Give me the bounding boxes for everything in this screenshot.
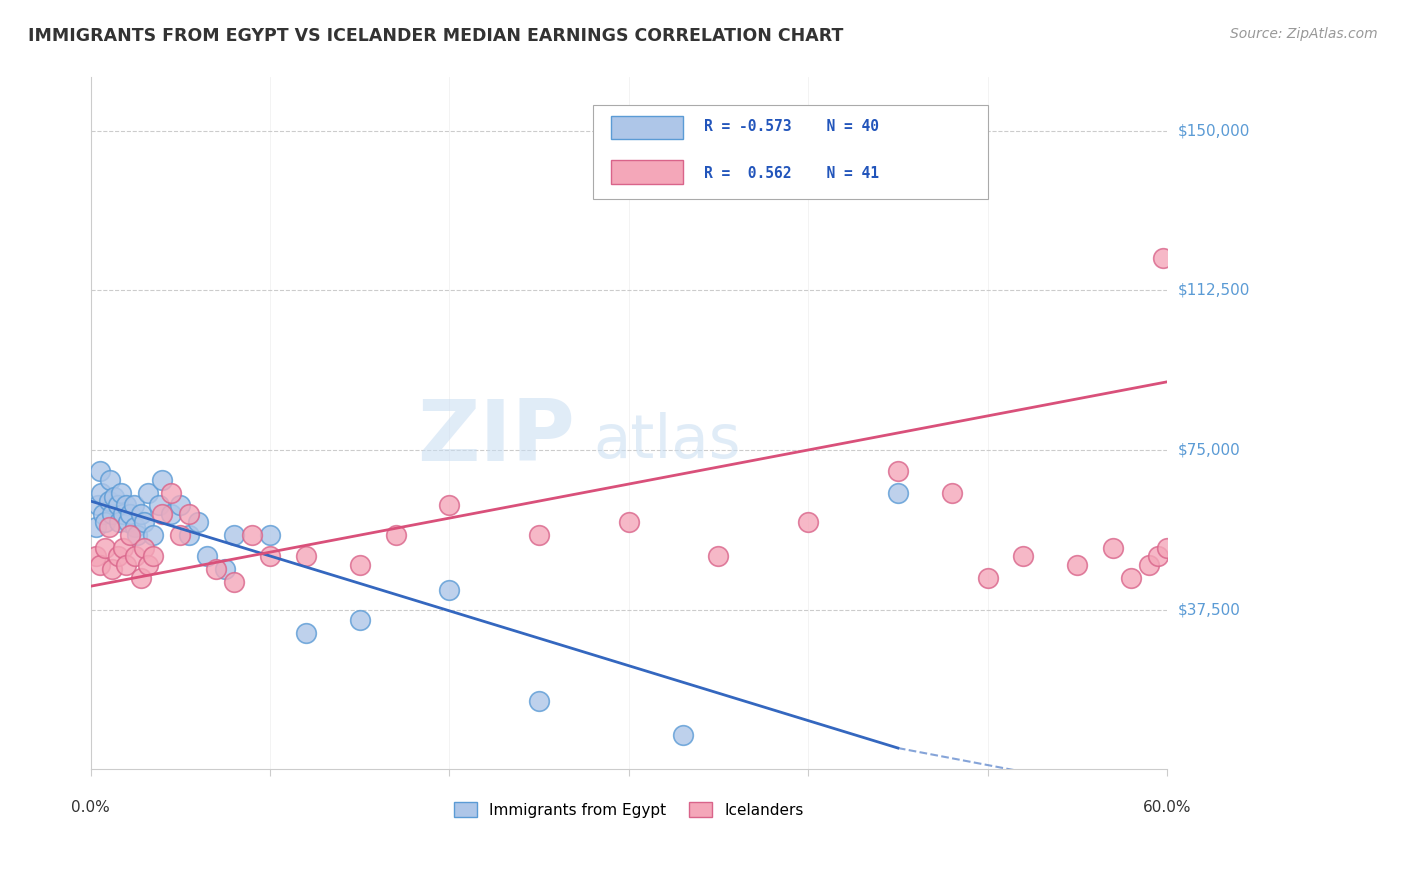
Point — [1156, 541, 1178, 555]
Point — [259, 549, 281, 564]
Point — [179, 528, 201, 542]
Point — [384, 528, 406, 542]
Point — [1147, 549, 1170, 564]
Point — [941, 485, 963, 500]
Point — [84, 519, 107, 533]
Point — [97, 494, 120, 508]
Point — [160, 507, 183, 521]
Point — [187, 516, 209, 530]
Point — [120, 528, 142, 542]
Text: $112,500: $112,500 — [1178, 283, 1250, 298]
Point — [115, 499, 138, 513]
Point — [84, 549, 107, 564]
Text: 0.0%: 0.0% — [72, 800, 110, 815]
Point — [1066, 558, 1088, 572]
Point — [150, 473, 173, 487]
Point — [90, 485, 112, 500]
Point — [111, 507, 134, 521]
Point — [797, 516, 820, 530]
Point — [98, 473, 121, 487]
Point — [214, 562, 236, 576]
Point — [527, 528, 550, 542]
Point — [91, 507, 114, 521]
Point — [97, 519, 120, 533]
Point — [117, 516, 139, 530]
Point — [136, 485, 159, 500]
Point — [115, 558, 138, 572]
Point — [295, 626, 318, 640]
Text: $75,000: $75,000 — [1178, 442, 1240, 458]
Point — [150, 507, 173, 521]
Point — [439, 583, 461, 598]
Point — [111, 541, 134, 555]
Point — [101, 562, 124, 576]
Text: $37,500: $37,500 — [1178, 602, 1241, 617]
Point — [160, 485, 183, 500]
Legend: Immigrants from Egypt, Icelanders: Immigrants from Egypt, Icelanders — [447, 796, 810, 824]
Point — [124, 519, 146, 533]
Point — [240, 528, 263, 542]
Point — [179, 507, 201, 521]
Text: atlas: atlas — [593, 412, 741, 471]
Point — [439, 499, 461, 513]
Point — [1152, 252, 1174, 266]
Text: 60.0%: 60.0% — [1143, 800, 1191, 815]
Point — [887, 485, 910, 500]
Point — [169, 528, 191, 542]
Text: R = -0.573    N = 40: R = -0.573 N = 40 — [704, 119, 879, 134]
Point — [205, 562, 228, 576]
Text: $150,000: $150,000 — [1178, 123, 1250, 138]
Point — [124, 549, 146, 564]
Point — [89, 464, 111, 478]
Point — [122, 499, 145, 513]
Point — [142, 528, 165, 542]
Point — [136, 558, 159, 572]
Point — [142, 549, 165, 564]
Bar — [610, 116, 682, 139]
Point — [103, 490, 125, 504]
Point — [120, 507, 142, 521]
FancyBboxPatch shape — [593, 105, 987, 199]
Point — [671, 728, 693, 742]
Point — [224, 528, 246, 542]
Point — [349, 613, 371, 627]
Point — [148, 499, 170, 513]
Point — [224, 574, 246, 589]
Point — [1119, 571, 1142, 585]
Point — [707, 549, 730, 564]
Text: IMMIGRANTS FROM EGYPT VS ICELANDER MEDIAN EARNINGS CORRELATION CHART: IMMIGRANTS FROM EGYPT VS ICELANDER MEDIA… — [28, 27, 844, 45]
Point — [134, 516, 156, 530]
Point — [617, 516, 640, 530]
Point — [259, 528, 281, 542]
Point — [195, 549, 218, 564]
Point — [94, 516, 117, 530]
Point — [887, 464, 910, 478]
Point — [87, 499, 110, 513]
Point — [169, 499, 191, 513]
Point — [1137, 558, 1160, 572]
Text: Source: ZipAtlas.com: Source: ZipAtlas.com — [1230, 27, 1378, 41]
Point — [1012, 549, 1035, 564]
Point — [108, 516, 131, 530]
Point — [527, 694, 550, 708]
Point — [129, 571, 152, 585]
Point — [295, 549, 318, 564]
Point — [129, 507, 152, 521]
Point — [976, 571, 998, 585]
Text: R =  0.562    N = 41: R = 0.562 N = 41 — [704, 166, 879, 181]
Point — [349, 558, 371, 572]
Point — [107, 499, 129, 513]
Point — [1102, 541, 1125, 555]
Bar — [610, 161, 682, 184]
Point — [127, 528, 149, 542]
Text: ZIP: ZIP — [418, 396, 575, 479]
Point — [107, 549, 129, 564]
Point — [94, 541, 117, 555]
Point — [134, 541, 156, 555]
Point — [110, 485, 132, 500]
Point — [101, 507, 124, 521]
Point — [89, 558, 111, 572]
